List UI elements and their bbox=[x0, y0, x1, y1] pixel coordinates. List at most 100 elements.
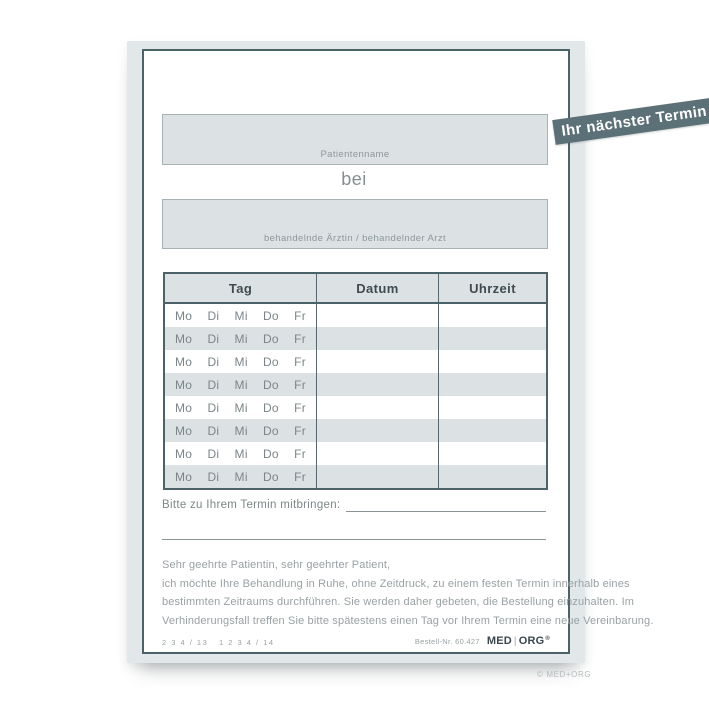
header-day: Tag bbox=[228, 280, 253, 296]
patient-name-label: Patientenname bbox=[320, 149, 390, 160]
day-fr[interactable]: Fr bbox=[294, 400, 306, 415]
time-cell[interactable] bbox=[438, 396, 546, 419]
day-select-cell[interactable]: Mo Di Mi Do Fr bbox=[165, 373, 316, 396]
bring-along-row: Bitte zu Ihrem Termin mitbringen: bbox=[162, 498, 546, 512]
day-mo[interactable]: Mo bbox=[175, 354, 193, 369]
day-mo[interactable]: Mo bbox=[175, 423, 193, 438]
day-di[interactable]: Di bbox=[207, 308, 220, 323]
day-di[interactable]: Di bbox=[207, 423, 220, 438]
letter-line: Verhinderungsfall treffen Sie bitte spät… bbox=[162, 614, 654, 627]
day-fr[interactable]: Fr bbox=[294, 469, 306, 484]
doctor-name-field[interactable]: behandelnde Ärztin / behandelnder Arzt bbox=[162, 199, 548, 249]
day-mo[interactable]: Mo bbox=[175, 377, 193, 392]
time-cell[interactable] bbox=[438, 304, 546, 327]
card-footer: 2 3 4 / 13 1 2 3 4 / 14 Bestell-Nr. 60.4… bbox=[162, 635, 550, 647]
day-do[interactable]: Do bbox=[262, 354, 279, 369]
time-cell[interactable] bbox=[438, 465, 546, 488]
day-di[interactable]: Di bbox=[207, 400, 220, 415]
day-fr[interactable]: Fr bbox=[294, 354, 306, 369]
day-do[interactable]: Do bbox=[262, 446, 279, 461]
day-do[interactable]: Do bbox=[262, 400, 279, 415]
day-do[interactable]: Do bbox=[262, 423, 279, 438]
day-mi[interactable]: Mi bbox=[234, 331, 248, 346]
date-cell[interactable] bbox=[316, 419, 438, 442]
day-di[interactable]: Di bbox=[207, 446, 220, 461]
day-fr[interactable]: Fr bbox=[294, 308, 306, 323]
letter-line: Sehr geehrte Patientin, sehr geehrter Pa… bbox=[162, 559, 391, 571]
day-select-cell[interactable]: Mo Di Mi Do Fr bbox=[165, 304, 316, 327]
medorg-logo: MED | ORG ® bbox=[487, 635, 550, 647]
day-mi[interactable]: Mi bbox=[234, 469, 248, 484]
time-cell[interactable] bbox=[438, 373, 546, 396]
bring-along-label: Bitte zu Ihrem Termin mitbringen: bbox=[162, 499, 341, 511]
day-mi[interactable]: Mi bbox=[234, 423, 248, 438]
day-mi[interactable]: Mi bbox=[234, 354, 248, 369]
day-mo[interactable]: Mo bbox=[175, 308, 193, 323]
table-body: Mo Di Mi Do Fr Mo Di Mi Do Fr Mo Di Mi Do Fr Mo Di Mi Do Fr… bbox=[165, 304, 546, 488]
day-mo[interactable]: Mo bbox=[175, 469, 193, 484]
table-row: Mo Di Mi Do Fr bbox=[165, 465, 546, 488]
day-mo[interactable]: Mo bbox=[175, 400, 193, 415]
day-mi[interactable]: Mi bbox=[234, 308, 248, 323]
date-cell[interactable] bbox=[316, 465, 438, 488]
doctor-name-label: behandelnde Ärztin / behandelnder Arzt bbox=[263, 233, 447, 244]
day-mi[interactable]: Mi bbox=[234, 400, 248, 415]
day-di[interactable]: Di bbox=[207, 377, 220, 392]
copyright-text: © MED+ORG bbox=[537, 670, 592, 679]
time-cell[interactable] bbox=[438, 350, 546, 373]
day-fr[interactable]: Fr bbox=[294, 446, 306, 461]
day-mi[interactable]: Mi bbox=[234, 446, 248, 461]
header-date: Datum bbox=[316, 274, 438, 302]
day-do[interactable]: Do bbox=[262, 308, 279, 323]
table-row: Mo Di Mi Do Fr bbox=[165, 327, 546, 350]
letter-line: bestimmten Zeitraums durchführen. Sie we… bbox=[162, 596, 635, 609]
day-fr[interactable]: Fr bbox=[294, 423, 306, 438]
day-di[interactable]: Di bbox=[207, 331, 220, 346]
time-cell[interactable] bbox=[438, 442, 546, 465]
day-select-cell[interactable]: Mo Di Mi Do Fr bbox=[165, 419, 316, 442]
day-select-cell[interactable]: Mo Di Mi Do Fr bbox=[165, 327, 316, 350]
banner-label: Ihr nächster Termin bbox=[560, 102, 708, 140]
next-appointment-banner: Ihr nächster Termin bbox=[552, 97, 709, 145]
time-cell[interactable] bbox=[438, 327, 546, 350]
day-di[interactable]: Di bbox=[207, 469, 220, 484]
day-select-cell[interactable]: Mo Di Mi Do Fr bbox=[165, 442, 316, 465]
time-cell[interactable] bbox=[438, 419, 546, 442]
day-mi[interactable]: Mi bbox=[234, 377, 248, 392]
day-fr[interactable]: Fr bbox=[294, 331, 306, 346]
day-select-cell[interactable]: Mo Di Mi Do Fr bbox=[165, 396, 316, 419]
table-row: Mo Di Mi Do Fr bbox=[165, 304, 546, 327]
print-code: 2 3 4 / 13 1 2 3 4 / 14 bbox=[162, 638, 275, 647]
table-row: Mo Di Mi Do Fr bbox=[165, 350, 546, 373]
day-mo[interactable]: Mo bbox=[175, 446, 193, 461]
table-header-row: Tag Datum Uhrzeit bbox=[165, 274, 546, 304]
card-border-frame: Patientenname bei behandelnde Ärztin / b… bbox=[142, 49, 654, 654]
day-select-cell[interactable]: Mo Di Mi Do Fr bbox=[165, 350, 316, 373]
day-mo[interactable]: Mo bbox=[175, 331, 193, 346]
date-cell[interactable] bbox=[316, 442, 438, 465]
table-row: Mo Di Mi Do Fr bbox=[165, 419, 546, 442]
day-fr[interactable]: Fr bbox=[294, 377, 306, 392]
patient-name-field[interactable]: Patientenname bbox=[162, 114, 548, 165]
day-select-cell[interactable]: Mo Di Mi Do Fr bbox=[165, 465, 316, 488]
logo-org: ORG bbox=[518, 635, 545, 647]
date-cell[interactable] bbox=[316, 350, 438, 373]
day-do[interactable]: Do bbox=[262, 469, 279, 484]
footer-right: Bestell-Nr. 60.427 MED | ORG ® bbox=[415, 635, 550, 647]
bring-along-write-line-2[interactable] bbox=[162, 525, 546, 540]
date-cell[interactable] bbox=[316, 304, 438, 327]
appointment-card: Patientenname bei behandelnde Ärztin / b… bbox=[127, 41, 709, 663]
logo-divider: | bbox=[513, 635, 517, 647]
logo-med: MED bbox=[486, 635, 512, 647]
order-number: Bestell-Nr. 60.427 bbox=[414, 636, 480, 646]
date-cell[interactable] bbox=[316, 327, 438, 350]
day-do[interactable]: Do bbox=[262, 331, 279, 346]
bring-along-write-line[interactable] bbox=[346, 498, 546, 512]
table-row: Mo Di Mi Do Fr bbox=[165, 373, 546, 396]
day-do[interactable]: Do bbox=[262, 377, 279, 392]
day-di[interactable]: Di bbox=[207, 354, 220, 369]
date-cell[interactable] bbox=[316, 396, 438, 419]
header-time: Uhrzeit bbox=[438, 274, 546, 302]
date-cell[interactable] bbox=[316, 373, 438, 396]
